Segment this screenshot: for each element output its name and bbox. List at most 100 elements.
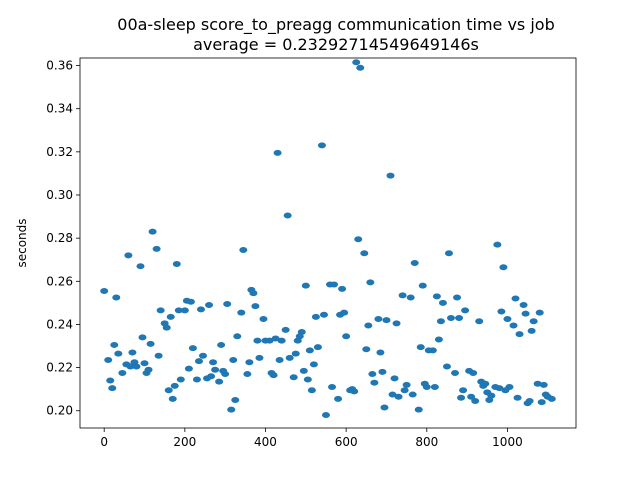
- data-point: [164, 387, 173, 394]
- data-point: [198, 352, 207, 359]
- data-point: [243, 371, 252, 378]
- data-point: [428, 347, 437, 354]
- data-point: [360, 250, 369, 257]
- data-point: [434, 336, 443, 343]
- data-point: [453, 294, 462, 301]
- data-point: [408, 391, 417, 398]
- y-tick-label: 0.28: [46, 231, 73, 245]
- data-point: [152, 245, 161, 252]
- data-point: [249, 290, 258, 297]
- data-point: [273, 149, 282, 156]
- x-axis-ticks: 0 200 400 600 800 1000: [100, 428, 523, 449]
- data-point: [515, 331, 524, 338]
- data-point: [118, 369, 127, 376]
- data-point: [513, 394, 522, 401]
- data-point: [370, 379, 379, 386]
- data-point: [289, 374, 298, 381]
- data-point: [432, 293, 441, 300]
- data-point: [170, 382, 179, 389]
- data-point: [511, 295, 520, 302]
- data-point: [231, 396, 240, 403]
- data-point: [451, 369, 460, 376]
- data-point: [394, 393, 403, 400]
- x-tick-label: 600: [335, 435, 358, 449]
- x-tick-label: 1000: [492, 435, 523, 449]
- data-point: [446, 314, 455, 321]
- data-point: [227, 406, 236, 413]
- data-point: [398, 292, 407, 299]
- data-point: [380, 404, 389, 411]
- data-point: [352, 59, 361, 66]
- data-point: [186, 298, 195, 305]
- data-points: [100, 59, 556, 419]
- data-point: [207, 373, 216, 380]
- data-point: [547, 395, 556, 402]
- data-point: [297, 328, 306, 335]
- data-point: [378, 368, 387, 375]
- data-point: [410, 259, 419, 266]
- data-point: [317, 142, 326, 149]
- data-point: [172, 261, 181, 268]
- y-axis-label: seconds: [15, 218, 29, 267]
- data-point: [444, 250, 453, 257]
- data-point: [362, 346, 371, 353]
- data-point: [368, 371, 377, 378]
- data-point: [211, 366, 220, 373]
- data-point: [321, 412, 330, 419]
- data-point: [402, 381, 411, 388]
- data-point: [140, 360, 149, 367]
- data-point: [438, 299, 447, 306]
- data-point: [495, 385, 504, 392]
- data-point: [382, 317, 391, 324]
- data-point: [418, 282, 427, 289]
- data-point: [340, 309, 349, 316]
- data-point: [251, 303, 260, 310]
- data-point: [499, 264, 508, 271]
- data-point: [301, 282, 310, 289]
- data-point: [467, 393, 476, 400]
- data-point: [281, 326, 290, 333]
- data-point: [162, 324, 171, 331]
- data-point: [245, 359, 254, 366]
- data-point: [275, 357, 284, 364]
- data-point: [223, 300, 232, 307]
- x-tick-label: 800: [415, 435, 438, 449]
- data-point: [521, 310, 530, 317]
- data-point: [110, 341, 119, 348]
- data-point: [461, 307, 470, 314]
- data-point: [422, 384, 431, 391]
- data-point: [305, 347, 314, 354]
- data-point: [156, 307, 165, 314]
- data-point: [386, 172, 395, 179]
- y-tick-label: 0.36: [46, 59, 73, 73]
- data-point: [509, 322, 518, 329]
- data-point: [319, 311, 328, 318]
- chart-title: 00a-sleep score_to_preagg communication …: [117, 15, 554, 35]
- plot-frame: [79, 57, 577, 429]
- data-point: [307, 387, 316, 394]
- data-point: [138, 334, 147, 341]
- data-point: [148, 228, 157, 235]
- data-point: [291, 350, 300, 357]
- data-point: [271, 335, 280, 342]
- data-point: [233, 333, 242, 340]
- data-point: [334, 395, 343, 402]
- y-axis-ticks: 0.20 0.22 0.24 0.26 0.28 0.30 0.32 0.34 0.36: [46, 59, 80, 418]
- data-point: [180, 307, 189, 314]
- data-point: [265, 337, 274, 344]
- data-point: [168, 395, 177, 402]
- x-tick-label: 400: [254, 435, 277, 449]
- data-point: [505, 384, 514, 391]
- data-point: [311, 313, 320, 320]
- data-point: [475, 318, 484, 325]
- y-tick-label: 0.34: [46, 102, 73, 116]
- data-point: [194, 358, 203, 365]
- data-point: [481, 380, 490, 387]
- x-tick-label: 0: [100, 435, 108, 449]
- data-point: [277, 337, 286, 344]
- data-point: [342, 333, 351, 340]
- data-point: [313, 344, 322, 351]
- x-tick-label: 200: [173, 435, 196, 449]
- data-point: [239, 247, 248, 254]
- data-point: [400, 387, 409, 394]
